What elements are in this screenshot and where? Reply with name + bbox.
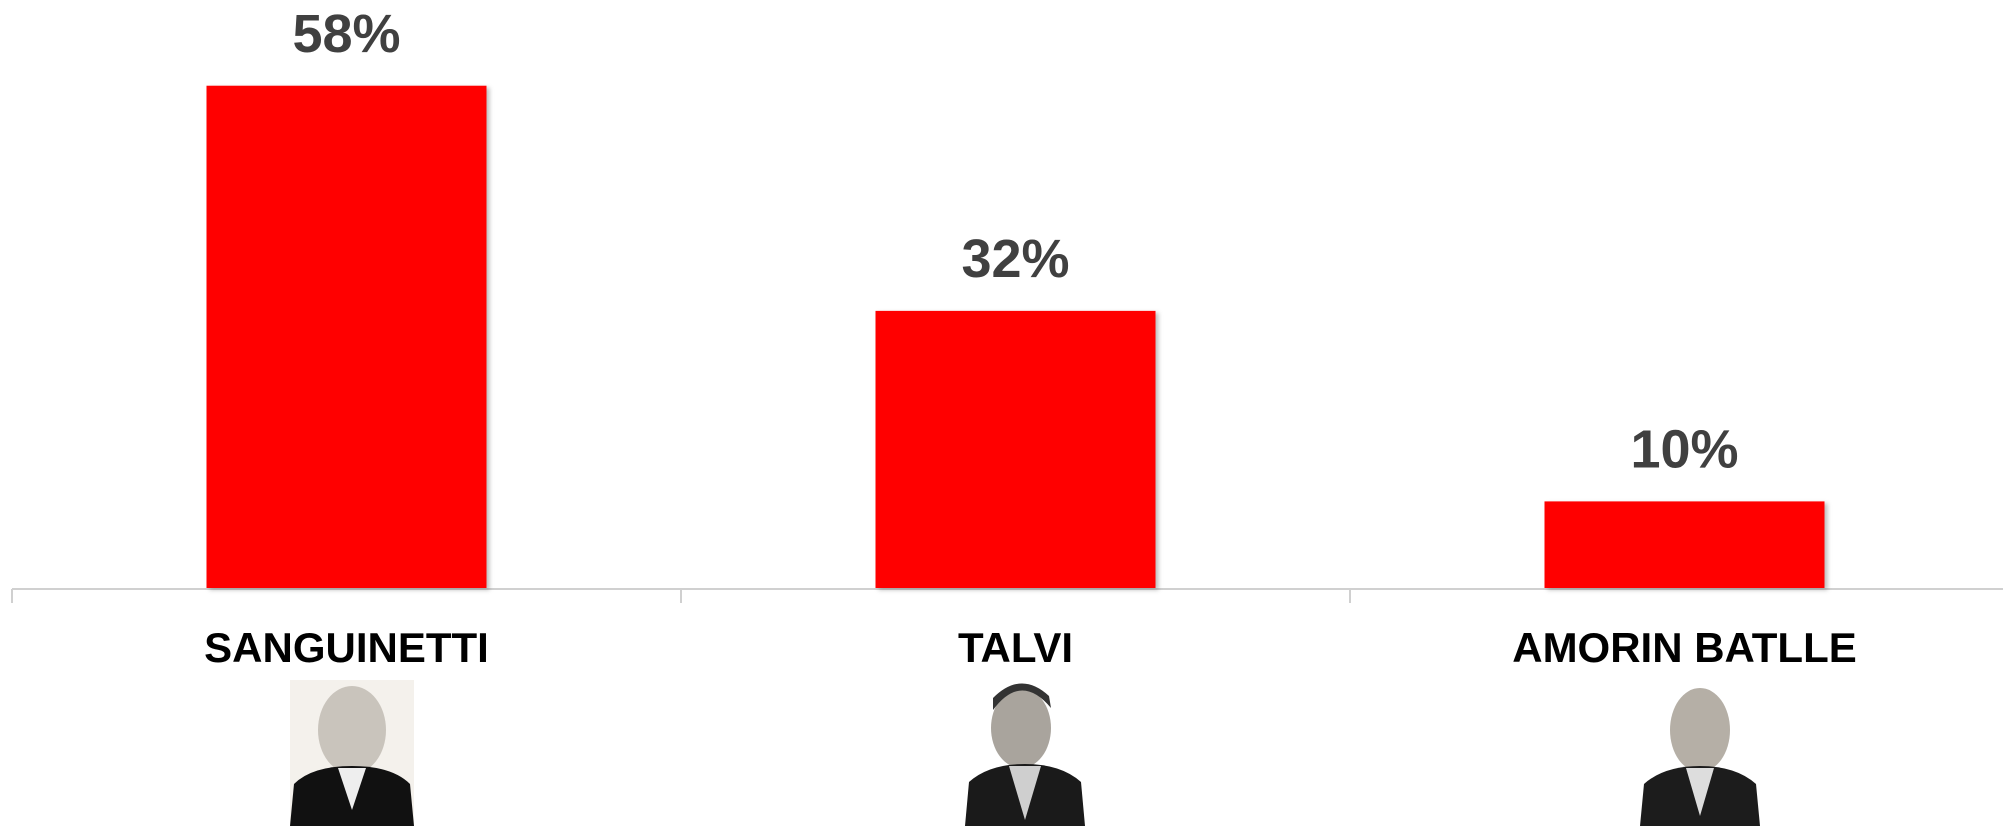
portrait bbox=[963, 680, 1087, 826]
value-label: 32% bbox=[961, 229, 1069, 289]
category-label: AMORIN BATLLE bbox=[1512, 624, 1857, 671]
category-label: SANGUINETTI bbox=[204, 624, 489, 671]
category-label: TALVI bbox=[958, 624, 1073, 671]
portrait bbox=[1638, 680, 1762, 826]
value-label: 58% bbox=[292, 4, 400, 64]
portrait bbox=[290, 680, 414, 826]
bar bbox=[875, 310, 1156, 588]
bar bbox=[1544, 501, 1825, 588]
value-label: 10% bbox=[1630, 420, 1738, 480]
bar bbox=[206, 85, 487, 588]
